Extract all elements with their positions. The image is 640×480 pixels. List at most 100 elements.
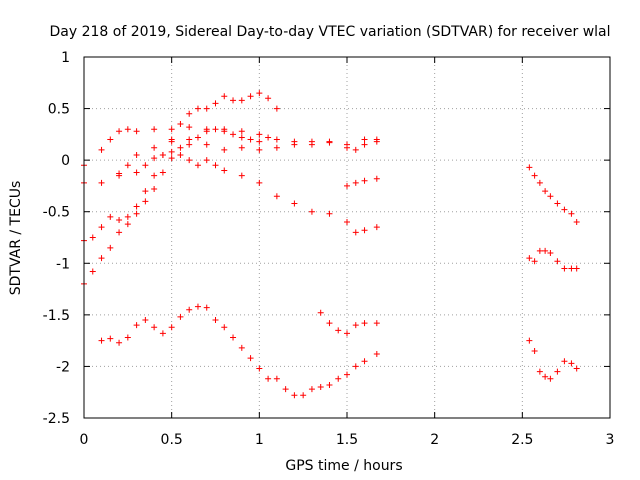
series-track-b [81, 124, 380, 169]
data-point [361, 227, 368, 234]
data-point [168, 148, 175, 155]
data-point [186, 136, 193, 143]
data-point [168, 136, 175, 143]
data-point [238, 128, 245, 135]
data-point [107, 244, 114, 251]
data-point [203, 157, 210, 164]
data-point [256, 131, 263, 138]
grid [84, 57, 610, 418]
x-tick-label: 0 [80, 432, 89, 448]
data-point [247, 136, 254, 143]
data-point [561, 206, 568, 213]
data-point [256, 90, 263, 97]
data-point [291, 392, 298, 399]
axis-ticks: 0 0.5 1 1.5 2 2.5 3 -2.5 -2 -1.5 -1 -0.5 0 0.5 1 [43, 50, 615, 448]
data-point [168, 126, 175, 133]
data-point [133, 322, 140, 329]
data-point [542, 188, 549, 195]
data-point [344, 182, 350, 189]
data-point [361, 358, 368, 365]
x-tick-label: 3 [606, 432, 615, 448]
data-point [273, 144, 280, 151]
data-point [536, 247, 543, 254]
data-point [256, 179, 263, 186]
data-point [133, 210, 140, 217]
y-tick-label: -0.5 [43, 205, 70, 221]
data-point [177, 151, 184, 158]
data-point [373, 175, 380, 182]
y-tick-label: -2 [56, 359, 70, 375]
data-point [151, 144, 158, 151]
y-tick-label: -2.5 [43, 411, 70, 427]
series-track-f [344, 175, 380, 189]
data-point [326, 210, 333, 217]
data-point [89, 268, 96, 275]
data-point [124, 126, 131, 133]
data-point [186, 141, 193, 148]
data-point [531, 347, 538, 354]
data-point [344, 219, 350, 226]
data-point [344, 371, 350, 378]
data-point [335, 375, 342, 382]
data-point [247, 93, 254, 100]
data-point [168, 324, 175, 331]
data-point [352, 322, 359, 329]
series-track-e [116, 126, 272, 179]
data-point [212, 162, 219, 169]
data-point [352, 229, 359, 236]
data-point [542, 247, 549, 254]
x-tick-label: 1.5 [336, 432, 358, 448]
y-tick-label: 1 [61, 50, 70, 66]
data-point [536, 368, 543, 375]
x-axis-label: GPS time / hours [285, 458, 402, 474]
data-point [203, 105, 210, 112]
data-point [282, 386, 289, 393]
data-point [317, 309, 324, 316]
data-point [361, 320, 368, 327]
data-point [116, 172, 123, 179]
y-tick-label: 0.5 [48, 102, 70, 118]
data-point [265, 375, 272, 382]
data-point [133, 151, 140, 158]
data-point [124, 162, 131, 169]
data-point [98, 337, 105, 344]
series-track-a [81, 136, 380, 186]
data-point [177, 144, 184, 151]
series-track-d [81, 151, 380, 287]
data-point [221, 146, 228, 153]
data-point [373, 224, 380, 231]
data-point [186, 157, 193, 164]
data-point [554, 368, 561, 375]
data-point [133, 128, 140, 135]
data-point [177, 121, 184, 128]
data-point [344, 330, 350, 337]
series-track-k [526, 337, 580, 382]
data-point [230, 97, 237, 104]
data-point [151, 186, 158, 193]
data-point [194, 162, 201, 169]
data-point [256, 365, 263, 372]
series-track-g [98, 303, 380, 399]
data-point [561, 358, 568, 365]
data-point [547, 249, 554, 256]
data-point [352, 146, 359, 153]
data-point [531, 258, 538, 265]
data-point [116, 229, 123, 236]
series-track-i [526, 164, 580, 226]
data-point [203, 128, 210, 135]
data-point [373, 320, 380, 327]
data-point [107, 136, 114, 143]
data-point [531, 172, 538, 179]
data-point [238, 344, 245, 351]
data-point [194, 303, 201, 310]
data-point [256, 138, 263, 145]
data-point [98, 179, 105, 186]
data-point [561, 265, 568, 272]
data-point [526, 164, 533, 171]
data-point [554, 258, 561, 265]
data-point [116, 339, 123, 346]
data-point [273, 193, 280, 200]
data-point [116, 128, 123, 135]
